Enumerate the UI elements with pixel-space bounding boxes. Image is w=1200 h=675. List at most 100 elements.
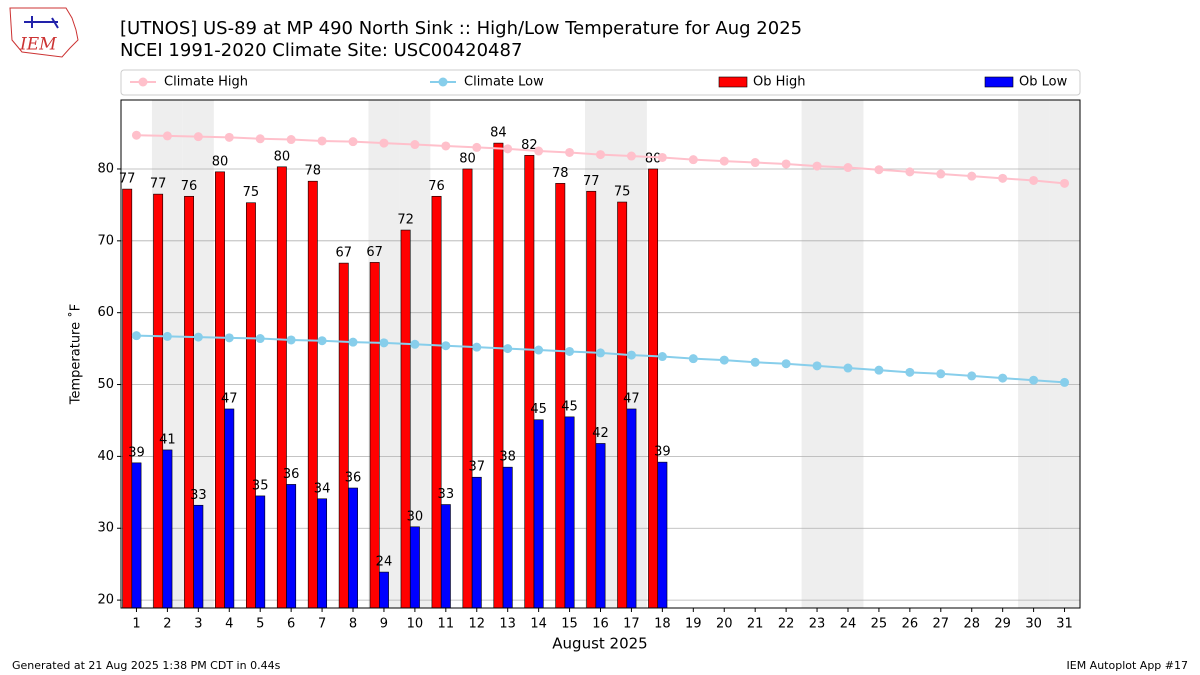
- bar: [286, 484, 297, 609]
- y-tick-label: 50: [97, 377, 114, 392]
- line-point: [781, 159, 791, 169]
- legend-label: Ob High: [753, 75, 806, 90]
- line-point: [657, 352, 667, 362]
- line-point: [1060, 178, 1070, 188]
- bar: [493, 142, 504, 609]
- line-point: [596, 150, 605, 160]
- line-point: [224, 333, 234, 343]
- line-point: [224, 132, 234, 142]
- legend-label: Climate High: [164, 75, 248, 90]
- line-point: [719, 355, 729, 365]
- line-point: [874, 165, 884, 175]
- x-tick-label: 30: [1025, 617, 1042, 632]
- bar-label: 78: [552, 166, 569, 181]
- bar-label: 80: [212, 154, 229, 169]
- logo-icon: [24, 16, 59, 29]
- line-point: [317, 136, 327, 146]
- chart-title: [UTNOS] US-89 at MP 490 North Sink :: Hi…: [120, 18, 802, 39]
- bar-label: 82: [521, 138, 538, 153]
- bar-label: 76: [428, 179, 445, 194]
- bar: [255, 495, 266, 609]
- line-point: [1029, 375, 1039, 385]
- bar: [131, 462, 142, 609]
- line-point: [441, 141, 451, 151]
- bar: [338, 262, 349, 609]
- bar: [648, 168, 659, 609]
- logo-text: IEM: [19, 35, 57, 55]
- bar-label: 34: [314, 481, 331, 496]
- line-point: [812, 361, 822, 371]
- line-point: [131, 130, 141, 140]
- bar: [471, 476, 482, 609]
- line-point: [534, 345, 544, 355]
- bar-label: 72: [397, 213, 414, 228]
- bar-label: 80: [459, 151, 476, 166]
- bar-label: 24: [376, 555, 393, 570]
- x-tick-label: 15: [561, 617, 578, 632]
- line-point: [688, 155, 698, 165]
- legend-swatch: [718, 76, 748, 88]
- line-point: [936, 369, 946, 379]
- x-tick-label: 8: [349, 617, 357, 632]
- line-point: [503, 344, 513, 354]
- legend-label: Climate Low: [464, 75, 544, 90]
- bar: [379, 571, 389, 609]
- line-point: [534, 146, 544, 156]
- line-point: [719, 156, 729, 166]
- bar: [555, 183, 566, 609]
- bar-label: 77: [119, 172, 136, 187]
- bar: [245, 202, 256, 609]
- line-point: [1060, 377, 1070, 387]
- line-point: [193, 332, 203, 342]
- bar: [657, 461, 668, 609]
- x-tick-label: 5: [256, 617, 264, 632]
- x-tick-label: 20: [716, 617, 733, 632]
- bar: [462, 168, 473, 609]
- bar-label: 38: [499, 450, 516, 465]
- line-point: [843, 363, 853, 373]
- bar: [626, 408, 637, 609]
- bar: [400, 229, 411, 609]
- x-tick-label: 6: [287, 617, 295, 632]
- line-point: [286, 335, 296, 345]
- legend-swatch: [984, 76, 1014, 88]
- bar-label: 30: [407, 509, 424, 524]
- legend-swatch: [438, 77, 448, 87]
- line-point: [596, 348, 605, 358]
- weekend-band: [801, 100, 833, 608]
- line-point: [286, 135, 296, 145]
- x-tick-label: 24: [840, 617, 857, 632]
- bar-label: 84: [490, 126, 507, 141]
- bar-label: 35: [252, 478, 269, 493]
- bar: [162, 449, 173, 609]
- line-point: [379, 138, 389, 148]
- bar-label: 80: [645, 151, 662, 166]
- x-tick-label: 13: [499, 617, 516, 632]
- line-point: [626, 350, 636, 360]
- x-tick-label: 9: [380, 617, 388, 632]
- bar: [502, 466, 513, 609]
- line-point: [162, 131, 172, 141]
- line-point: [998, 173, 1008, 183]
- line-point: [379, 338, 389, 348]
- bar: [122, 188, 133, 609]
- line-point: [162, 331, 172, 341]
- bar-label: 33: [438, 487, 455, 502]
- bar-label: 67: [366, 245, 383, 260]
- x-tick-label: 27: [933, 617, 950, 632]
- x-tick-label: 26: [902, 617, 919, 632]
- line-point: [255, 134, 265, 144]
- y-tick-label: 20: [97, 593, 114, 608]
- line-point: [565, 147, 575, 157]
- line-point: [1029, 175, 1039, 185]
- x-tick-label: 4: [225, 617, 233, 632]
- bar: [224, 408, 235, 609]
- x-tick-label: 29: [994, 617, 1011, 632]
- line-point: [441, 341, 451, 351]
- bar-label: 77: [583, 174, 600, 189]
- bar: [533, 419, 544, 609]
- line-point: [781, 359, 791, 369]
- bar: [409, 526, 420, 609]
- bar-label: 45: [530, 402, 547, 417]
